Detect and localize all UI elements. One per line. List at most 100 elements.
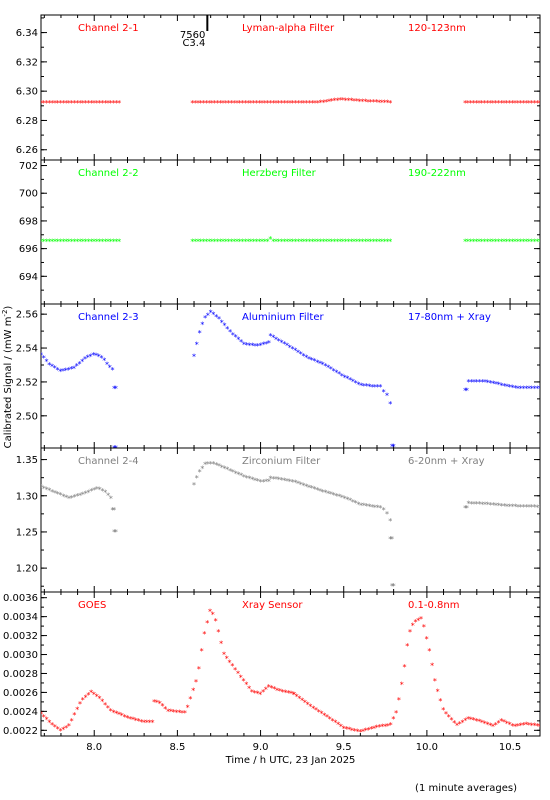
data-point: * <box>324 98 328 107</box>
y-tick-label: 6.28 <box>16 116 38 127</box>
data-point: * <box>254 99 258 108</box>
data-point: * <box>532 722 536 731</box>
data-point: * <box>505 99 509 108</box>
data-point: * <box>329 365 333 374</box>
data-point: * <box>70 238 74 247</box>
data-point: * <box>308 703 312 712</box>
data-point: * <box>458 720 462 729</box>
data-point: * <box>177 709 181 718</box>
data-point: * <box>519 99 523 108</box>
data-point: * <box>53 489 57 498</box>
data-point: * <box>196 238 200 247</box>
data-point: * <box>355 97 359 106</box>
data-point: * <box>232 238 236 247</box>
data-point: * <box>321 238 325 247</box>
panel-frame <box>40 303 541 449</box>
data-point: * <box>380 723 384 732</box>
data-point: * <box>200 464 204 473</box>
data-point: * <box>312 485 316 494</box>
data-point: * <box>59 727 63 736</box>
data-point: * <box>198 468 202 477</box>
y-tick-label: 694 <box>19 272 38 283</box>
x-tick-label: 9.0 <box>253 742 269 753</box>
data-point: * <box>382 388 386 397</box>
data-point: * <box>123 713 127 722</box>
data-point: * <box>477 378 481 387</box>
data-point: * <box>302 99 306 108</box>
data-point: * <box>39 351 43 360</box>
data-point: * <box>491 380 495 389</box>
data-point: * <box>84 693 88 702</box>
x-tick-label: 10.0 <box>416 742 438 753</box>
data-point: * <box>310 99 314 108</box>
data-point: * <box>474 238 478 247</box>
data-point: * <box>271 334 275 343</box>
data-point: * <box>227 99 231 108</box>
data-point: * <box>89 99 93 108</box>
data-point: * <box>300 696 304 705</box>
data-point: * <box>224 238 228 247</box>
data-point: * <box>59 238 63 247</box>
data-point: * <box>61 492 65 501</box>
data-point: * <box>202 99 206 108</box>
data-point: * <box>337 493 341 502</box>
data-point: * <box>344 725 348 734</box>
panel-label-channel: Channel 2-1 <box>78 23 139 34</box>
data-point: * <box>527 385 531 394</box>
data-point: * <box>222 651 226 660</box>
data-point: * <box>480 718 484 727</box>
data-point: * <box>380 98 384 107</box>
data-point: * <box>301 352 305 361</box>
data-point: * <box>238 99 242 108</box>
data-point: * <box>56 238 60 247</box>
data-point: * <box>73 493 77 502</box>
data-point: * <box>84 238 88 247</box>
y-tick-label: 702 <box>19 161 38 172</box>
flare-id-label: 7560 <box>180 30 205 41</box>
data-point: * <box>502 238 506 247</box>
data-point: * <box>483 719 487 728</box>
data-point: * <box>155 699 159 708</box>
data-point: * <box>256 342 260 351</box>
data-point: * <box>180 709 184 718</box>
data-point: * <box>346 238 350 247</box>
data-point: * <box>288 99 292 108</box>
data-point: * <box>374 98 378 107</box>
data-point: * <box>213 99 217 108</box>
data-point: * <box>220 318 224 327</box>
x-axis-label: Time / h UTC, 23 Jan 2025 <box>225 755 356 766</box>
data-point: * <box>286 689 290 698</box>
y-axis-label-prefix: Calibrated Signal / (mW m <box>3 317 14 449</box>
data-point: * <box>408 628 412 637</box>
data-point: * <box>510 722 514 731</box>
data-point: * <box>53 723 57 732</box>
y-tick-label: 0.0036 <box>3 593 38 604</box>
data-point: * <box>114 238 118 247</box>
data-point: * <box>114 444 118 453</box>
data-point: * <box>95 692 99 701</box>
data-point: * <box>250 342 254 351</box>
data-point: * <box>353 727 357 736</box>
data-point: * <box>197 665 201 674</box>
data-point: * <box>128 715 132 724</box>
data-point: * <box>505 382 509 391</box>
data-point: * <box>100 487 104 496</box>
data-point: * <box>343 373 347 382</box>
data-point: * <box>95 238 99 247</box>
data-point: * <box>374 238 378 247</box>
data-point: * <box>239 673 243 682</box>
data-point: * <box>246 99 250 108</box>
data-point: * <box>125 714 129 723</box>
data-point: * <box>92 486 96 495</box>
data-point: * <box>117 238 121 247</box>
data-point: * <box>360 98 364 107</box>
panel-label-channel: Channel 2-4 <box>78 456 139 467</box>
data-point: * <box>235 238 239 247</box>
data-point: * <box>516 385 520 394</box>
data-point: * <box>524 99 528 108</box>
data-point: * <box>253 476 257 485</box>
data-point: * <box>269 684 273 693</box>
data-point: * <box>326 364 330 373</box>
data-point: * <box>508 238 512 247</box>
data-point: * <box>383 99 387 108</box>
